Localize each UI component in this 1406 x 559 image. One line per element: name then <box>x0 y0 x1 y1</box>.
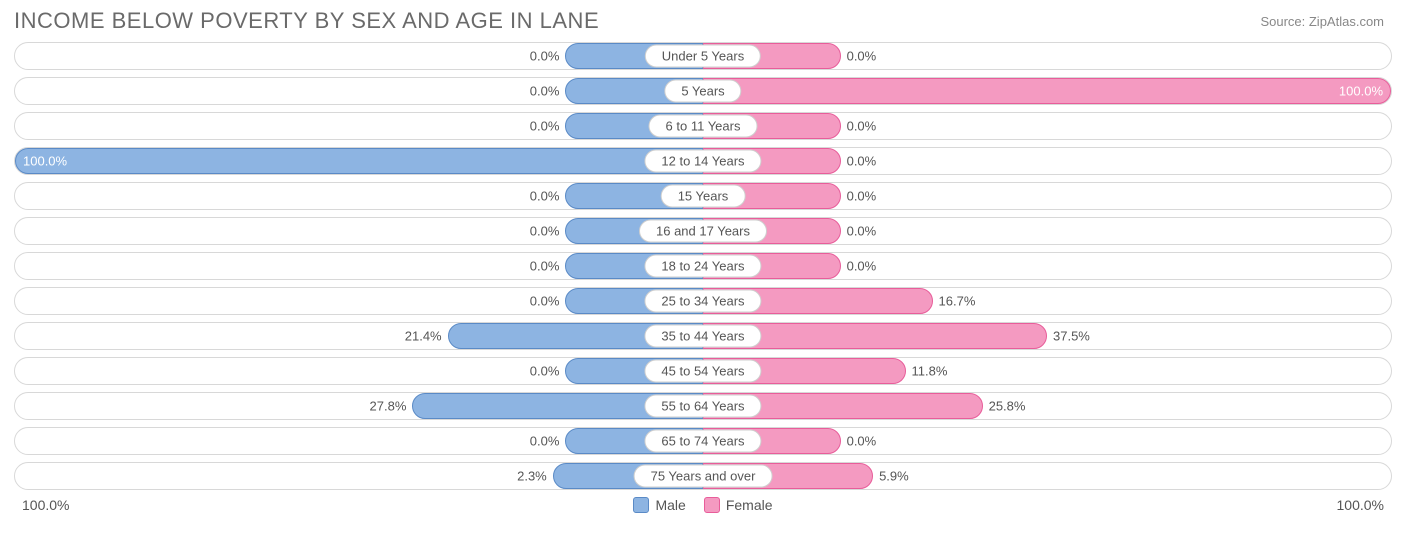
chart-row: 18 to 24 Years 0.0% 0.0% <box>14 252 1392 280</box>
chart-title: INCOME BELOW POVERTY BY SEX AND AGE IN L… <box>14 8 599 34</box>
category-label: 16 and 17 Years <box>639 220 767 243</box>
male-value-label: 0.0% <box>530 49 560 64</box>
category-label: 5 Years <box>664 80 741 103</box>
chart-row: 35 to 44 Years 21.4% 37.5% <box>14 322 1392 350</box>
female-value-label: 37.5% <box>1053 329 1090 344</box>
category-label: 75 Years and over <box>634 465 773 488</box>
male-value-label: 0.0% <box>530 364 560 379</box>
source-label: Source: ZipAtlas.com <box>1260 14 1384 29</box>
male-value-label: 0.0% <box>530 224 560 239</box>
category-label: 65 to 74 Years <box>644 430 761 453</box>
category-label: 18 to 24 Years <box>644 255 761 278</box>
female-value-label: 0.0% <box>847 119 877 134</box>
female-value-label: 0.0% <box>847 434 877 449</box>
male-swatch-icon <box>633 497 649 513</box>
category-label: 6 to 11 Years <box>649 115 758 138</box>
category-label: 12 to 14 Years <box>644 150 761 173</box>
chart-row: 55 to 64 Years 27.8% 25.8% <box>14 392 1392 420</box>
male-value-label: 100.0% <box>23 154 67 169</box>
female-value-label: 0.0% <box>847 49 877 64</box>
chart-row: 65 to 74 Years 0.0% 0.0% <box>14 427 1392 455</box>
male-bar <box>15 148 703 174</box>
male-value-label: 27.8% <box>370 399 407 414</box>
male-value-label: 2.3% <box>517 469 547 484</box>
legend: Male Female <box>633 497 772 513</box>
legend-female-label: Female <box>726 497 773 513</box>
legend-female: Female <box>704 497 773 513</box>
female-value-label: 0.0% <box>847 224 877 239</box>
chart-row: 75 Years and over 2.3% 5.9% <box>14 462 1392 490</box>
female-value-label: 11.8% <box>912 364 948 379</box>
chart-row: 16 and 17 Years 0.0% 0.0% <box>14 217 1392 245</box>
male-value-label: 0.0% <box>530 259 560 274</box>
male-value-label: 0.0% <box>530 294 560 309</box>
male-value-label: 0.0% <box>530 84 560 99</box>
axis-left-label: 100.0% <box>22 497 69 513</box>
female-value-label: 5.9% <box>879 469 909 484</box>
female-bar <box>703 78 1391 104</box>
male-value-label: 21.4% <box>405 329 442 344</box>
male-value-label: 0.0% <box>530 189 560 204</box>
female-value-label: 0.0% <box>847 154 877 169</box>
chart-area: Under 5 Years 0.0% 0.0% 5 Years 0.0% 100.0% 6 … <box>0 38 1406 490</box>
legend-male-label: Male <box>655 497 685 513</box>
female-value-label: 0.0% <box>847 189 877 204</box>
chart-row: 6 to 11 Years 0.0% 0.0% <box>14 112 1392 140</box>
female-value-label: 0.0% <box>847 259 877 274</box>
female-value-label: 25.8% <box>989 399 1026 414</box>
category-label: 45 to 54 Years <box>644 360 761 383</box>
male-value-label: 0.0% <box>530 119 560 134</box>
female-swatch-icon <box>704 497 720 513</box>
chart-row: 15 Years 0.0% 0.0% <box>14 182 1392 210</box>
chart-row: 12 to 14 Years 100.0% 0.0% <box>14 147 1392 175</box>
female-value-label: 16.7% <box>939 294 976 309</box>
chart-row: 45 to 54 Years 0.0% 11.8% <box>14 357 1392 385</box>
male-value-label: 0.0% <box>530 434 560 449</box>
female-value-label: 100.0% <box>1339 84 1383 99</box>
category-label: 35 to 44 Years <box>644 325 761 348</box>
category-label: 25 to 34 Years <box>644 290 761 313</box>
chart-row: 5 Years 0.0% 100.0% <box>14 77 1392 105</box>
legend-male: Male <box>633 497 685 513</box>
category-label: 55 to 64 Years <box>644 395 761 418</box>
category-label: 15 Years <box>661 185 746 208</box>
chart-row: 25 to 34 Years 0.0% 16.7% <box>14 287 1392 315</box>
category-label: Under 5 Years <box>645 45 761 68</box>
chart-row: Under 5 Years 0.0% 0.0% <box>14 42 1392 70</box>
axis-right-label: 100.0% <box>1337 497 1384 513</box>
